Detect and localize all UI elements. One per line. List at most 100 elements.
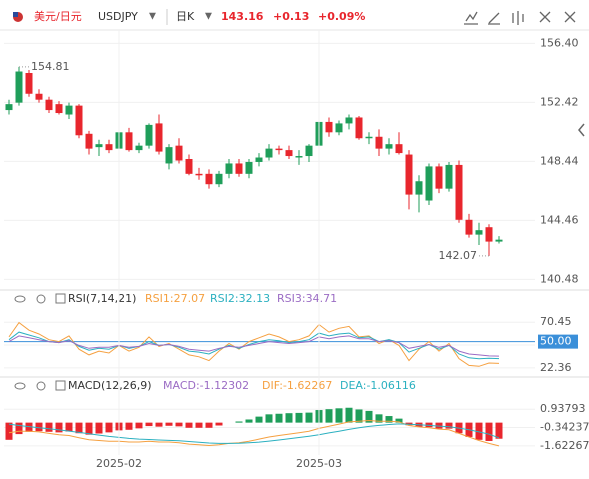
x-tick-label: 2025-03	[296, 457, 342, 470]
close-button[interactable]	[564, 11, 576, 23]
series-line	[8, 321, 500, 367]
candle-body	[255, 157, 263, 162]
macd-bar	[445, 422, 453, 429]
macd-bar	[175, 422, 183, 427]
candle-body	[345, 117, 353, 124]
macd-bar	[395, 418, 403, 423]
macd-bar	[245, 419, 253, 423]
macd-bar	[495, 422, 503, 439]
settings-icon[interactable]	[36, 294, 46, 304]
macd-bar	[335, 408, 343, 423]
macd-bar	[55, 422, 63, 433]
macd-bar	[35, 422, 43, 432]
candle-body	[165, 147, 173, 164]
eye-icon[interactable]	[14, 382, 26, 390]
macd-bar	[325, 409, 333, 423]
candle-body	[495, 239, 503, 242]
x-tick-label: 2025-02	[96, 457, 142, 470]
candle-body	[365, 136, 373, 139]
y-tick-label: -0.34237	[540, 421, 589, 434]
fullscreen-button[interactable]	[539, 11, 551, 23]
indicator-button[interactable]	[464, 11, 478, 25]
collapse-arrow[interactable]	[578, 123, 585, 137]
macd-bar	[135, 422, 143, 429]
macd-bar	[345, 407, 353, 423]
candle-body	[45, 99, 53, 111]
y-tick-label: -1.62267	[540, 439, 589, 452]
settings-icon[interactable]	[36, 381, 46, 391]
candle-body	[225, 163, 233, 174]
macd-bar	[125, 422, 133, 430]
macd-bar	[195, 422, 203, 428]
candle-body	[125, 132, 133, 151]
macd-bar	[385, 416, 393, 423]
period[interactable]: 日K	[176, 10, 195, 23]
symbol-name[interactable]: 美元/日元	[34, 10, 82, 23]
checkbox[interactable]	[55, 380, 66, 391]
macd-bar	[375, 414, 383, 423]
candle-body	[95, 144, 103, 148]
candle-body	[285, 150, 293, 157]
macd-bar	[285, 413, 293, 423]
macd-icons	[14, 380, 66, 391]
price-change: +0.13	[273, 10, 309, 23]
candle-body	[205, 173, 213, 185]
macd-bar	[105, 422, 113, 433]
candle-body	[475, 230, 483, 235]
candle-body	[215, 173, 223, 185]
macd-bar	[75, 422, 83, 434]
toolbar	[464, 11, 576, 25]
macd-bar	[475, 422, 483, 440]
y-tick-label: 148.44	[540, 154, 579, 167]
reference-label-box	[538, 334, 578, 349]
y-tick-label: 156.40	[540, 36, 579, 49]
dropdown-caret[interactable]: ▼	[205, 12, 212, 22]
macd-bar	[95, 422, 103, 434]
macd-bar	[145, 422, 153, 427]
macd-bar	[275, 413, 283, 423]
macd-bar	[65, 422, 73, 432]
candle-body	[355, 117, 363, 139]
candle-body	[295, 156, 303, 158]
candle-body	[155, 123, 163, 152]
candle-body	[25, 73, 33, 94]
symbol[interactable]: USDJPY	[98, 10, 138, 23]
price-change-pct: +0.09%	[318, 10, 365, 23]
draw-button[interactable]	[488, 12, 500, 25]
candle-body	[75, 105, 83, 136]
panel-title: MACD(12,26,9)	[68, 379, 152, 392]
candle-body	[485, 227, 493, 242]
y-tick-label: 144.46	[540, 213, 579, 226]
macd-bar	[215, 422, 223, 426]
macd-bar	[155, 422, 163, 427]
macd-bar	[355, 409, 363, 423]
series-line	[8, 331, 500, 360]
legend-entry: RSI1:27.07	[145, 292, 205, 305]
candle-body	[15, 71, 23, 103]
candle-body	[135, 145, 143, 151]
macd-bar	[365, 410, 373, 423]
checkbox[interactable]	[55, 293, 66, 304]
candle-body	[175, 145, 183, 161]
legend-entry: RSI2:32.13	[210, 292, 270, 305]
macd-bar	[5, 422, 13, 440]
candle-body	[335, 123, 343, 133]
y-tick-label: 152.42	[540, 95, 579, 108]
candle-body	[435, 166, 443, 189]
series-line	[8, 423, 500, 444]
candle-body	[5, 104, 13, 111]
candle-body	[265, 148, 273, 158]
eye-icon[interactable]	[14, 295, 26, 303]
candle-body	[275, 148, 283, 151]
candle-body	[235, 163, 243, 174]
macd-bar	[305, 412, 313, 423]
candle-body	[455, 164, 463, 220]
macd-bar	[295, 412, 303, 423]
candles-button[interactable]	[512, 11, 524, 25]
rsi-icons	[14, 293, 66, 304]
flag-canton	[13, 12, 18, 17]
candle-body	[305, 145, 313, 157]
dropdown-caret[interactable]: ▼	[149, 12, 156, 22]
candle-body	[415, 181, 423, 195]
